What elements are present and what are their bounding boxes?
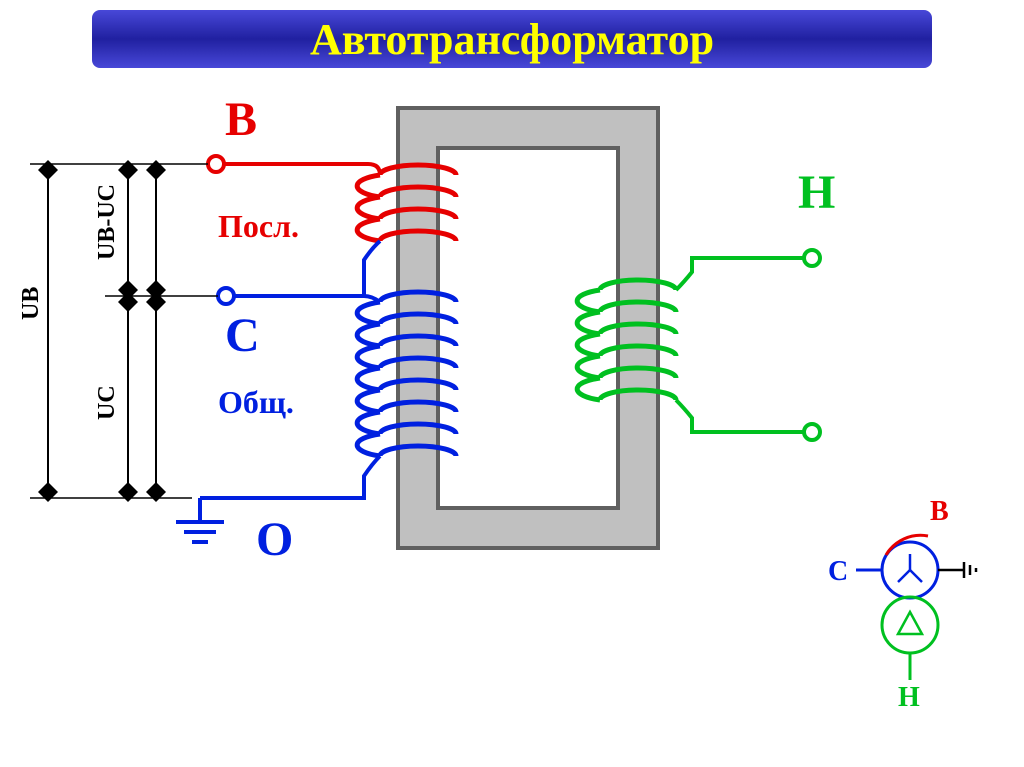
schematic-symbol xyxy=(856,535,976,680)
wire-B xyxy=(208,156,380,175)
dimension-arrows xyxy=(48,170,156,492)
diagram-svg xyxy=(0,0,1024,767)
transformer-core xyxy=(398,108,658,548)
reference-lines xyxy=(30,164,218,498)
wire-H xyxy=(676,250,820,440)
wire-O xyxy=(176,456,380,542)
wire-C xyxy=(218,241,380,304)
